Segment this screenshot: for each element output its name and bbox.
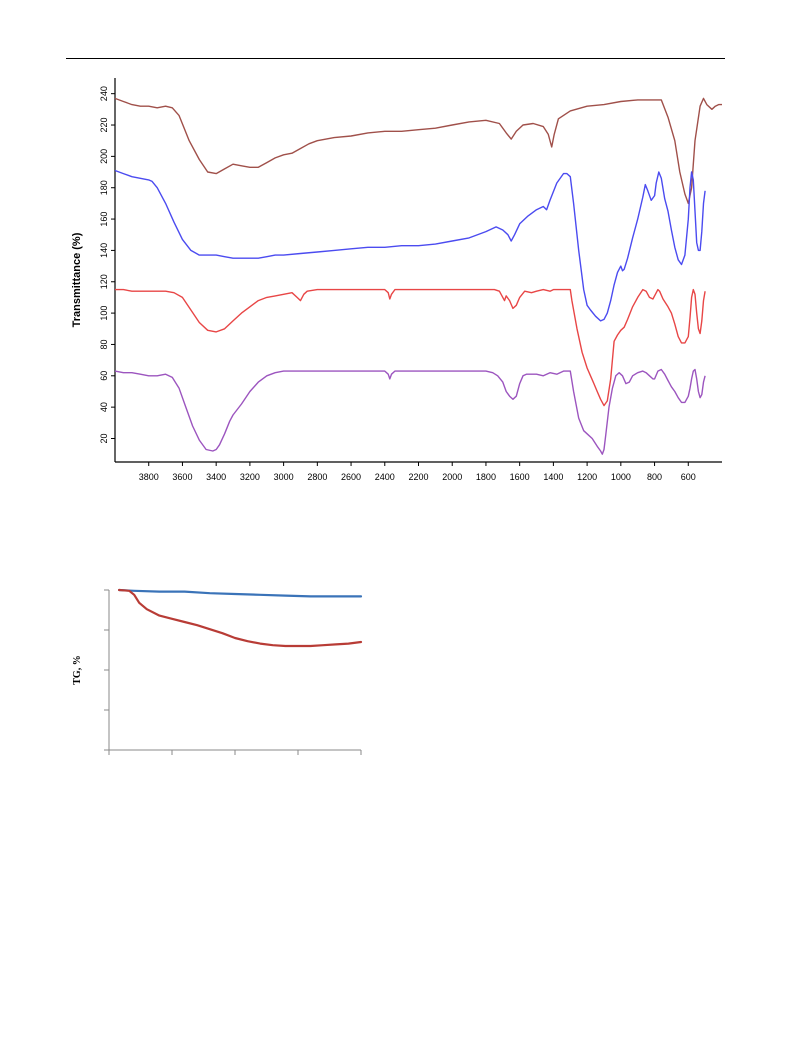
x-tick-label: 2400 [375,472,395,482]
x-tick-label: 600 [681,472,696,482]
x-tick-label: 3800 [139,472,159,482]
x-tick-label: 3600 [172,472,192,482]
ftir-spectrum-chart: 3800 3600 3400 3200 3000 2800 2600 2400 2200 2000… [71,78,722,482]
tg-y-axis-label: TG, % [72,655,83,684]
y-tick-label: 80 [99,339,109,349]
spectrum-line-2 [114,169,706,322]
x-tick-label: 1000 [611,472,631,482]
y-tick-label: 160 [99,212,109,227]
page-header-rule [66,58,725,59]
y-tick-label: 60 [99,371,109,381]
tg-line-2 [118,588,363,648]
x-tick-label: 1600 [510,472,530,482]
x-tick-label: 3200 [240,472,260,482]
spectrum-line-1 [114,97,722,205]
y-tick-label: 100 [99,306,109,321]
spectrum-line-4 [114,368,706,455]
x-tick-label: 3000 [274,472,294,482]
x-tick-label: 800 [647,472,662,482]
x-tick-label: 1800 [476,472,496,482]
x-tick-label: 2800 [307,472,327,482]
x-tick-label: 2200 [408,472,428,482]
tg-line-1 [118,588,363,598]
y-tick-label: 200 [99,149,109,164]
y-tick-label: 240 [99,86,109,101]
x-tick-label: 1400 [543,472,563,482]
y-axis-label: Transmittance (%) [71,232,83,327]
x-tick-label: 2600 [341,472,361,482]
y-tick-label: 120 [99,274,109,289]
y-tick-label: 20 [99,433,109,443]
y-tick-label: 220 [99,118,109,133]
x-tick-label: 3400 [206,472,226,482]
spectrum-line-3 [115,288,706,407]
y-tick-label: 180 [99,180,109,195]
y-tick-label: 40 [99,402,109,412]
x-tick-label: 1200 [577,472,597,482]
y-tick-label: 140 [99,243,109,258]
x-tick-label: 2000 [442,472,462,482]
